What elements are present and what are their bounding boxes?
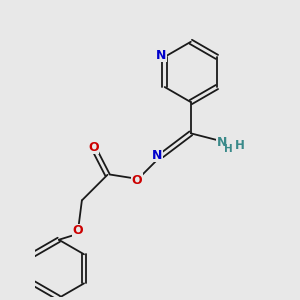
- Text: N: N: [217, 136, 227, 149]
- Text: N: N: [156, 49, 166, 62]
- Text: H: H: [235, 139, 245, 152]
- Text: O: O: [132, 174, 142, 187]
- Text: O: O: [88, 141, 99, 154]
- Text: H: H: [224, 144, 233, 154]
- Text: O: O: [72, 224, 83, 237]
- Text: N: N: [152, 149, 163, 162]
